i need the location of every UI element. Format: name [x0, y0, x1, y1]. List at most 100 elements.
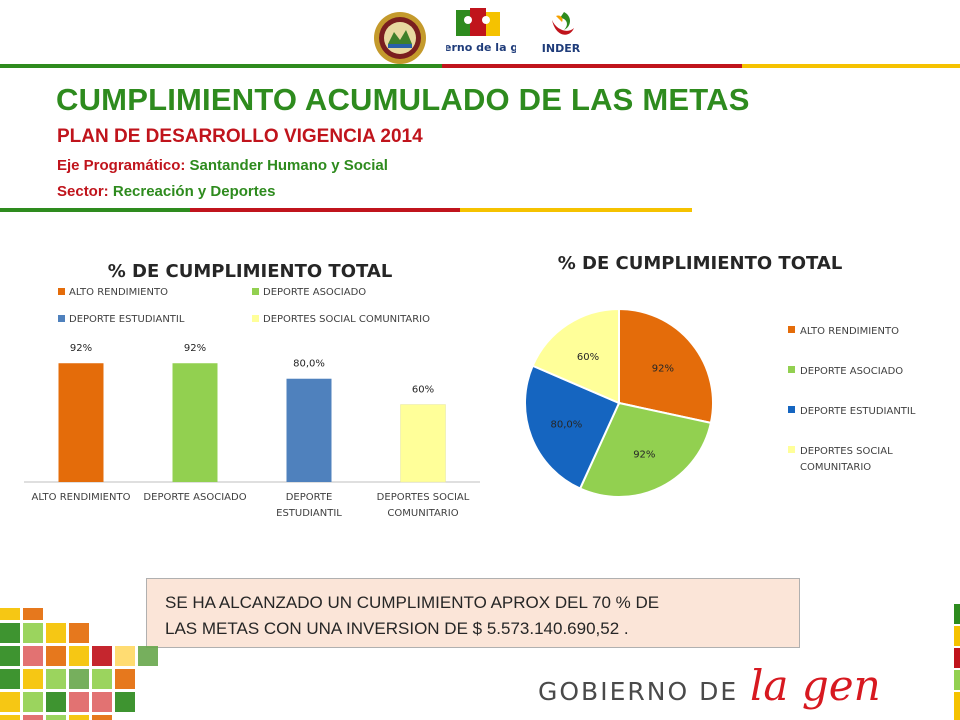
top-stripe-yellow: [742, 64, 960, 68]
x-tick-deporte-estudiantil: DEPORTE ESTUDIANTIL: [276, 492, 342, 519]
mosaic-tile: [69, 715, 89, 720]
pie-legend-label-deportes-social-comunitario: DEPORTES SOCIAL COMUNITARIO: [800, 446, 893, 473]
bar-chart-x-ticks: ALTO RENDIMIENTO DEPORTE ASOCIADO DEPORTE E…: [32, 492, 470, 519]
pie-slice-deporte-asociado: [578, 401, 713, 498]
inder-logo: INDER: [542, 12, 581, 55]
summary-line-2: LAS METAS CON UNA INVERSION DE $ 5.573.1…: [165, 619, 629, 638]
pie-legend-swatch-alto-rendimiento: [788, 326, 795, 333]
eje-line: Eje Programático: Santander Humano y Soc…: [57, 157, 388, 174]
mid-stripe-red: [190, 208, 460, 212]
legend-label-alto-rendimiento: ALTO RENDIMIENTO: [69, 287, 168, 298]
mosaic-tile: [0, 623, 20, 643]
mosaic-tile: [0, 669, 20, 689]
mosaic-tile: [46, 715, 66, 720]
mosaic-tile: [0, 692, 20, 712]
eje-value: Santander Humano y Social: [189, 157, 388, 174]
pie-legend-swatch-deporte-estudiantil: [788, 406, 795, 413]
sector-line: Sector: Recreación y Deportes: [57, 183, 275, 200]
pie-chart-title: % DE CUMPLIMIENTO TOTAL: [558, 253, 843, 274]
pie-legend-label-deporte-asociado: DEPORTE ASOCIADO: [800, 366, 903, 377]
bar-data-label-alto-rendimiento: 92%: [70, 343, 92, 354]
mosaic-tile: [46, 692, 66, 712]
legend-label-deporte-asociado: DEPORTE ASOCIADO: [263, 287, 366, 298]
mosaic-tile: [46, 646, 66, 666]
mosaic-tile: [0, 608, 20, 620]
bar-alto-rendimiento: [58, 363, 104, 482]
x-tick-deportes-social-comunitario: DEPORTES SOCIAL COMUNITARIO: [377, 492, 470, 519]
footer-brand: GOBIERNO DE la gente: [538, 661, 878, 710]
gobierno-de-la-gente-logo: Gobierno de la gente: [446, 8, 516, 54]
bar-deporte-estudiantil: [286, 378, 332, 482]
mosaic-tile: [23, 608, 43, 620]
mosaic-tile: [69, 646, 89, 666]
inder-logo-text: INDER: [542, 42, 581, 55]
header-logos: Gobierno de la gente INDER: [372, 8, 602, 66]
pie-slice-alto-rendimiento: [618, 307, 714, 425]
bar-chart-data-labels: 92% 92% 80,0% 60%: [70, 343, 434, 395]
mosaic-tile: [0, 715, 20, 720]
edge-mosaic-decoration: [954, 604, 960, 720]
pie-chart-slices: [524, 307, 714, 498]
sector-key: Sector:: [57, 183, 109, 200]
pie-data-label-deporte-asociado: 92%: [633, 449, 655, 460]
mosaic-tile: [92, 646, 112, 666]
bar-chart-legend: ALTO RENDIMIENTO DEPORTE ASOCIADO DEPORTE …: [58, 287, 430, 325]
legend-swatch-deporte-asociado: [252, 288, 259, 295]
x-tick-deporte-asociado: DEPORTE ASOCIADO: [143, 492, 246, 503]
mosaic-tile: [46, 669, 66, 689]
x-tick-alto-rendimiento: ALTO RENDIMIENTO: [32, 492, 131, 503]
legend-swatch-alto-rendimiento: [58, 288, 65, 295]
mosaic-tile: [23, 715, 43, 720]
bar-data-label-deporte-estudiantil: 80,0%: [293, 359, 325, 370]
mosaic-tile: [115, 646, 135, 666]
top-stripe-red: [442, 64, 742, 68]
mosaic-tile: [23, 692, 43, 712]
mosaic-tile: [23, 669, 43, 689]
pie-slice-deporte-estudiantil: [524, 364, 621, 490]
mosaic-tile: [23, 646, 43, 666]
bar-deporte-asociado: [172, 363, 218, 482]
bar-deportes-social-comunitario: [400, 404, 446, 483]
mosaic-tile: [69, 623, 89, 643]
bar-chart: % DE CUMPLIMIENTO TOTAL ALTO RENDIMIENTO…: [24, 261, 480, 519]
legend-swatch-deportes-social-comunitario: [252, 315, 259, 322]
bar-data-label-deportes-social-comunitario: 60%: [412, 385, 434, 396]
mosaic-tile: [92, 669, 112, 689]
pie-chart: % DE CUMPLIMIENTO TOTAL 92% 92% 80,0% 60% A…: [524, 253, 916, 498]
bar-data-label-deporte-asociado: 92%: [184, 343, 206, 354]
mosaic-tile: [115, 692, 135, 712]
mosaic-tile: [115, 669, 135, 689]
pie-chart-data-labels: 92% 92% 80,0% 60%: [550, 352, 674, 461]
pie-chart-legend: ALTO RENDIMIENTO DEPORTE ASOCIADO DEPORTE …: [788, 326, 916, 473]
mosaic-tile: [92, 715, 112, 720]
mosaic-tile: [0, 646, 20, 666]
mosaic-tile: [138, 646, 158, 666]
pie-data-label-deportes-social-comunitario: 60%: [577, 352, 599, 363]
page-subtitle: PLAN DE DESARROLLO VIGENCIA 2014: [57, 126, 423, 147]
top-stripe-green: [0, 64, 442, 68]
mosaic-tile: [23, 623, 43, 643]
legend-label-deporte-estudiantil: DEPORTE ESTUDIANTIL: [69, 314, 185, 325]
bar-chart-title: % DE CUMPLIMIENTO TOTAL: [108, 261, 393, 282]
pie-slice-deportes-social-comunitario: [531, 307, 620, 405]
bar-chart-bars: [24, 363, 480, 483]
pie-data-label-deporte-estudiantil: 80,0%: [550, 419, 582, 430]
mosaic-tile: [92, 692, 112, 712]
corner-mosaic-decoration: [0, 608, 158, 720]
summary-box: SE HA ALCANZADO UN CUMPLIMIENTO APROX DE…: [146, 578, 800, 648]
mosaic-tile: [46, 623, 66, 643]
pie-data-label-alto-rendimiento: 92%: [652, 364, 674, 375]
page-title: CUMPLIMIENTO ACUMULADO DE LAS METAS: [56, 82, 750, 117]
pie-legend-label-deporte-estudiantil: DEPORTE ESTUDIANTIL: [800, 406, 916, 417]
mid-stripe-green: [0, 208, 190, 212]
summary-line-1: SE HA ALCANZADO UN CUMPLIMIENTO APROX DE…: [165, 593, 660, 612]
pie-legend-swatch-deporte-asociado: [788, 366, 795, 373]
legend-swatch-deporte-estudiantil: [58, 315, 65, 322]
pie-legend-label-alto-rendimiento: ALTO RENDIMIENTO: [800, 326, 899, 337]
eje-key: Eje Programático:: [57, 157, 186, 174]
sector-value: Recreación y Deportes: [112, 183, 276, 200]
footer-brand-script: la gente: [750, 661, 878, 710]
gobierno-logo-text: Gobierno de la gente: [446, 41, 516, 54]
legend-label-deportes-social-comunitario: DEPORTES SOCIAL COMUNITARIO: [263, 314, 430, 325]
pie-legend-swatch-deportes-social-comunitario: [788, 446, 795, 453]
